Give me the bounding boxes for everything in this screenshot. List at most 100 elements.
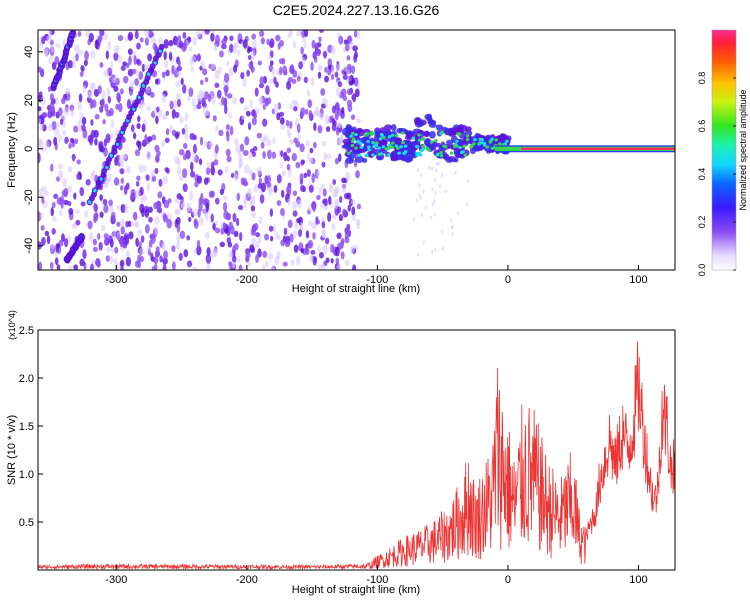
heatmap-cell	[200, 79, 204, 86]
heatmap-cell	[351, 206, 356, 216]
heatmap-cell	[174, 132, 179, 140]
heatmap-cell	[164, 137, 170, 143]
heatmap-cell	[138, 164, 144, 173]
heatmap-cell	[248, 169, 253, 176]
heatmap-cell	[287, 219, 293, 229]
heatmap-cell	[262, 151, 266, 159]
heatmap-cell	[280, 189, 285, 198]
heatmap-peak	[357, 153, 361, 157]
heatmap-cell	[178, 148, 185, 156]
heatmap-peak	[480, 138, 484, 142]
heatmap-cell	[307, 99, 312, 109]
heatmap-cell	[53, 193, 59, 199]
heatmap-cell	[98, 241, 103, 251]
heatmap-peak	[403, 144, 408, 148]
heatmap-cell	[173, 99, 178, 109]
heatmap-cell	[318, 187, 322, 198]
heatmap-cell	[176, 232, 181, 243]
heatmap-cell	[106, 172, 112, 183]
heatmap-cell	[161, 93, 167, 104]
x-tick-label: -200	[236, 274, 258, 286]
heatmap-cell	[280, 208, 285, 216]
heatmap-cell	[222, 222, 227, 230]
heatmap-cell	[250, 237, 257, 245]
heatmap-cell	[428, 123, 437, 128]
heatmap-cell	[63, 187, 69, 198]
snr-panel: -300 -200 -100 0 100 0.5 1.0 1.5 2.0 2.5 Height …	[6, 310, 676, 596]
heatmap-cell	[197, 208, 201, 218]
heatmap-cell	[79, 71, 84, 77]
heatmap-peak	[387, 135, 392, 139]
heatmap-cell	[484, 134, 493, 140]
heatmap-cell	[238, 264, 243, 270]
heatmap-cell	[300, 159, 306, 165]
heatmap-cell	[118, 155, 124, 165]
heatmap-peak	[465, 138, 470, 142]
heatmap-cell	[116, 231, 121, 241]
heatmap-cell	[193, 248, 198, 255]
heatmap-cell	[334, 71, 339, 78]
heatmap-cell	[67, 184, 73, 193]
heatmap-cell	[221, 38, 227, 45]
heatmap-cell	[165, 128, 170, 136]
heatmap-cell	[120, 177, 125, 184]
heatmap-cell	[348, 75, 352, 83]
heatmap-cell	[203, 140, 208, 148]
heatmap-cell	[243, 105, 249, 113]
heatmap-cell	[437, 161, 440, 166]
heatmap-cell	[475, 145, 481, 152]
heatmap-cell	[237, 204, 244, 211]
heatmap-cell	[67, 234, 71, 244]
heatmap-cell	[116, 221, 121, 227]
colorbar-tick-label: 0.4	[697, 168, 707, 181]
heatmap-cell	[67, 60, 74, 69]
heatmap-cell	[60, 97, 66, 105]
heatmap-peak	[434, 138, 438, 143]
heatmap-cell	[211, 161, 215, 169]
heatmap-cell	[295, 255, 301, 266]
heatmap-cell	[384, 130, 390, 135]
heatmap-cell	[46, 235, 51, 245]
heatmap-cell	[186, 260, 193, 268]
heatmap-peak	[452, 144, 457, 148]
heatmap-cell	[196, 175, 203, 184]
heatmap-cell	[317, 111, 322, 118]
heatmap-cell	[242, 77, 247, 88]
heatmap-cell	[317, 71, 322, 79]
heatmap-peak	[435, 153, 440, 157]
heatmap-cell	[202, 68, 208, 76]
heatmap-cell	[93, 202, 97, 211]
heatmap-cell	[130, 221, 135, 227]
y-tick-label: 1.0	[19, 469, 34, 481]
heatmap-cell	[273, 184, 278, 193]
heatmap-cell	[156, 106, 160, 113]
heatmap-cell	[246, 260, 252, 268]
heatmap-peak	[356, 140, 361, 144]
spectrogram-frame	[37, 29, 676, 271]
heatmap-cell	[224, 105, 228, 115]
heatmap-cell	[305, 230, 310, 239]
heatmap-cell	[218, 129, 224, 137]
heatmap-cell	[249, 98, 253, 109]
heatmap-cell	[54, 127, 60, 137]
heatmap-cell	[115, 103, 120, 111]
heatmap-cell	[315, 49, 321, 57]
heatmap-cell	[235, 217, 240, 227]
heatmap-cell	[309, 147, 314, 154]
heatmap-cell	[135, 181, 140, 187]
heatmap-cell	[105, 109, 112, 117]
heatmap-cell	[337, 81, 343, 88]
heatmap-cell	[159, 255, 163, 263]
heatmap-cell	[76, 159, 81, 165]
heatmap-cell	[90, 119, 94, 126]
heatmap-cell	[448, 144, 455, 149]
heatmap-cell	[273, 76, 277, 85]
heatmap-cell	[163, 250, 169, 260]
heatmap-cell	[297, 133, 301, 141]
heatmap-peak	[421, 144, 425, 149]
heatmap-cell	[249, 200, 254, 207]
heatmap-peak	[440, 130, 445, 134]
heatmap-cell	[103, 70, 109, 77]
heatmap-cell	[331, 223, 336, 231]
heatmap-cell	[206, 247, 211, 256]
